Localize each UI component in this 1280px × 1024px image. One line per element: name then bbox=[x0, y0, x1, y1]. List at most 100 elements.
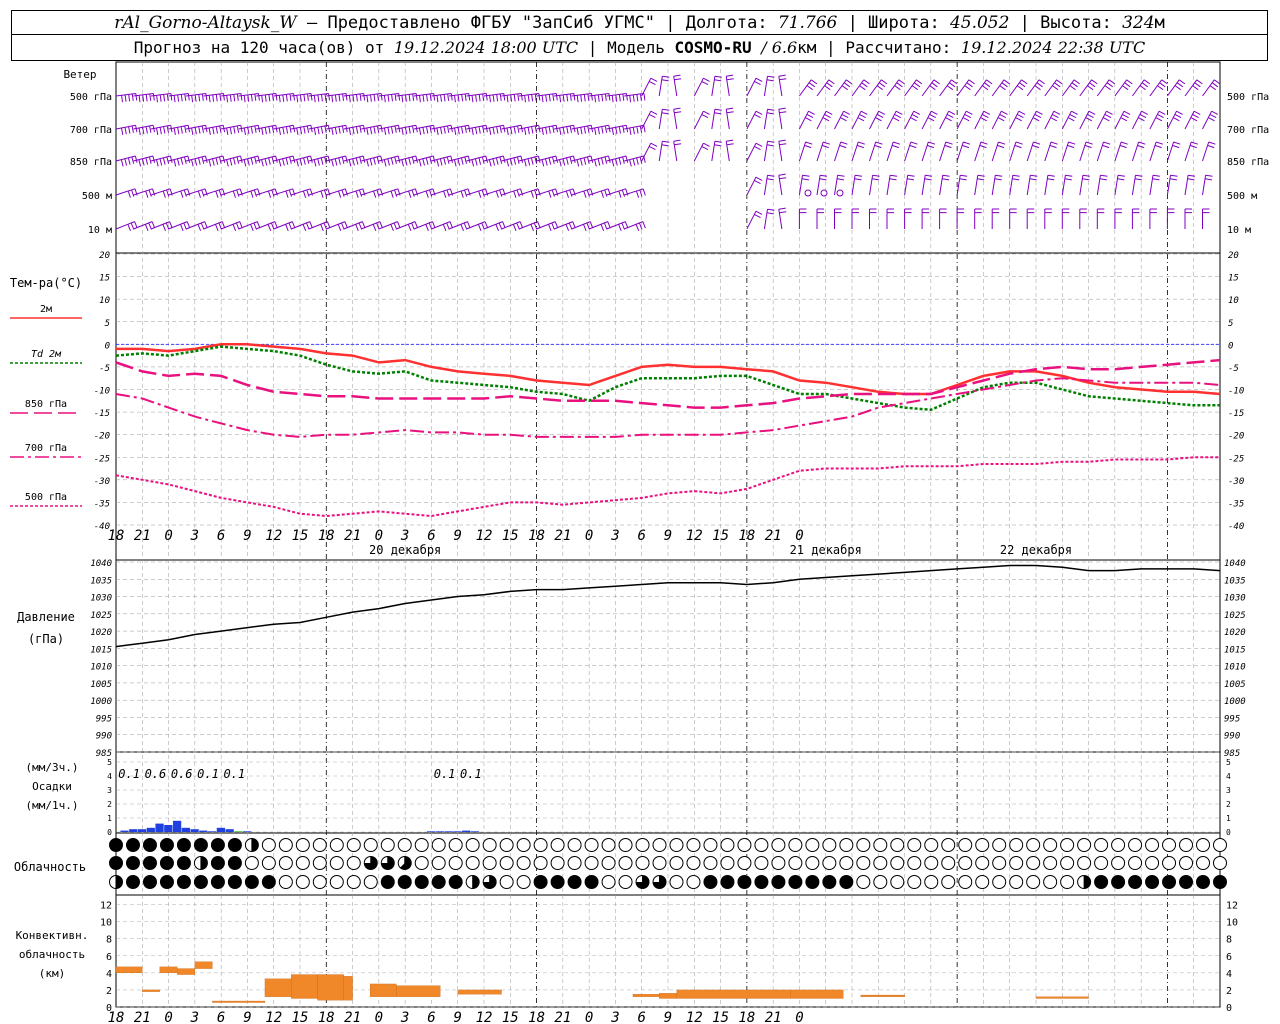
wind-barb bbox=[1009, 141, 1023, 162]
cloud-symbol bbox=[771, 856, 786, 870]
wind-barb bbox=[115, 188, 138, 198]
cloud-circle bbox=[992, 856, 1007, 870]
wind-barb bbox=[554, 93, 576, 103]
wind-barb bbox=[974, 208, 982, 229]
wind-barb bbox=[746, 77, 763, 97]
wind-barb bbox=[466, 221, 489, 231]
cloud-circle bbox=[822, 856, 837, 870]
precip-tick-left: 3 bbox=[107, 786, 112, 795]
cloud-symbol bbox=[839, 856, 854, 870]
precip-bar bbox=[129, 829, 138, 832]
conv-tick-left: 4 bbox=[106, 969, 112, 980]
wind-level-label-left: 700 гПа bbox=[70, 125, 112, 136]
precip-bar bbox=[234, 831, 243, 832]
wind-barb bbox=[203, 188, 226, 198]
cloud-circle bbox=[975, 875, 990, 889]
pressure-tick-right: 1025 bbox=[1224, 611, 1246, 621]
cloud-symbol bbox=[652, 875, 667, 889]
cloud-symbol bbox=[788, 875, 803, 889]
cloud-circle bbox=[754, 838, 769, 852]
cloud-circle bbox=[346, 838, 361, 852]
x-tick-label-bottom: 0 bbox=[585, 1010, 593, 1024]
conv-cloud-bar bbox=[1035, 996, 1089, 999]
wind-barb bbox=[658, 75, 670, 97]
wind-barb bbox=[1079, 174, 1090, 196]
wind-barb bbox=[834, 174, 845, 196]
cloud-symbol bbox=[1043, 856, 1058, 870]
wind-barb bbox=[203, 155, 226, 167]
cloud-symbol bbox=[244, 838, 259, 852]
cloud-symbol bbox=[890, 838, 905, 852]
cloud-symbol bbox=[975, 875, 990, 889]
cloud-symbol bbox=[1043, 838, 1058, 852]
cloud-circle bbox=[958, 856, 973, 870]
wind-barb bbox=[343, 155, 366, 167]
pressure-tick-left: 1025 bbox=[90, 611, 112, 621]
wind-barb bbox=[1009, 110, 1026, 130]
cloud-symbol bbox=[822, 838, 837, 852]
wind-barb bbox=[939, 174, 950, 196]
cloud-circle bbox=[1196, 856, 1211, 870]
cloud-fill bbox=[160, 838, 174, 852]
precip-3h-label: 0.1 bbox=[434, 767, 456, 781]
alt-label: Высота: bbox=[1040, 13, 1112, 33]
wind-barb bbox=[1202, 174, 1213, 196]
cloud-circle bbox=[652, 838, 667, 852]
wind-barb bbox=[816, 208, 824, 229]
wind-barb bbox=[1131, 110, 1148, 130]
cloud-circle bbox=[1043, 856, 1058, 870]
cloud-symbol bbox=[856, 875, 871, 889]
wind-barb bbox=[991, 208, 1000, 229]
wind-barb bbox=[1061, 79, 1080, 97]
wind-barb bbox=[1061, 208, 1070, 229]
cloud-circle bbox=[975, 838, 990, 852]
cloud-fill bbox=[534, 875, 548, 889]
cloud-symbol bbox=[125, 856, 140, 870]
cloud-symbol bbox=[295, 875, 310, 889]
cloud-symbol bbox=[210, 856, 225, 870]
cloud-fill bbox=[1162, 875, 1176, 889]
temp-tick-right: 5 bbox=[1228, 319, 1233, 329]
x-tick-label-bottom: 18 bbox=[108, 1010, 125, 1024]
temp-series-line bbox=[115, 456, 1220, 518]
cloud-symbol bbox=[109, 875, 123, 889]
cloud-symbol bbox=[686, 838, 701, 852]
cloud-symbol bbox=[346, 838, 361, 852]
cloud-symbol bbox=[703, 856, 718, 870]
cloud-symbol bbox=[227, 875, 242, 889]
cloud-symbol bbox=[1145, 838, 1160, 852]
wind-barb bbox=[501, 93, 523, 103]
wind-barb bbox=[291, 221, 313, 231]
pressure-tick-left: 1035 bbox=[90, 576, 112, 586]
wind-barb bbox=[501, 221, 524, 231]
pressure-tick-right: 985 bbox=[1224, 749, 1240, 759]
conv-tick-right: 0 bbox=[1226, 1003, 1232, 1014]
cloud-circle bbox=[669, 838, 684, 852]
wind-barb bbox=[974, 174, 985, 196]
wind-barb bbox=[448, 188, 471, 198]
forecast-time: 19.12.2024 18:00 UTC bbox=[393, 38, 579, 57]
wind-barb bbox=[816, 110, 833, 130]
wind-level-label-left: 850 гПа bbox=[70, 157, 112, 168]
cloud-circle bbox=[1162, 838, 1177, 852]
wind-barb bbox=[869, 110, 886, 130]
temp-axis-label: Тем-ра(°C) bbox=[10, 276, 82, 290]
wind-barb bbox=[1131, 79, 1151, 97]
cloud-symbol bbox=[890, 875, 905, 889]
wind-barb bbox=[834, 208, 842, 229]
precip-bar bbox=[181, 827, 190, 832]
x-tick-label-bottom: 9 bbox=[243, 1010, 251, 1024]
cloud-circle bbox=[499, 838, 514, 852]
cloud-symbol bbox=[584, 875, 599, 889]
cloud-fill bbox=[568, 875, 582, 889]
cloud-circle bbox=[720, 838, 735, 852]
wind-barb bbox=[466, 188, 489, 198]
wind-barb bbox=[869, 208, 877, 229]
cloud-symbol bbox=[992, 838, 1007, 852]
cloud-symbol bbox=[601, 875, 616, 889]
conv-tick-right: 12 bbox=[1226, 901, 1238, 912]
wind-barb bbox=[746, 176, 763, 196]
precip-bar bbox=[155, 823, 164, 832]
wind-barb bbox=[536, 93, 558, 103]
cloud-circle bbox=[1213, 856, 1227, 870]
